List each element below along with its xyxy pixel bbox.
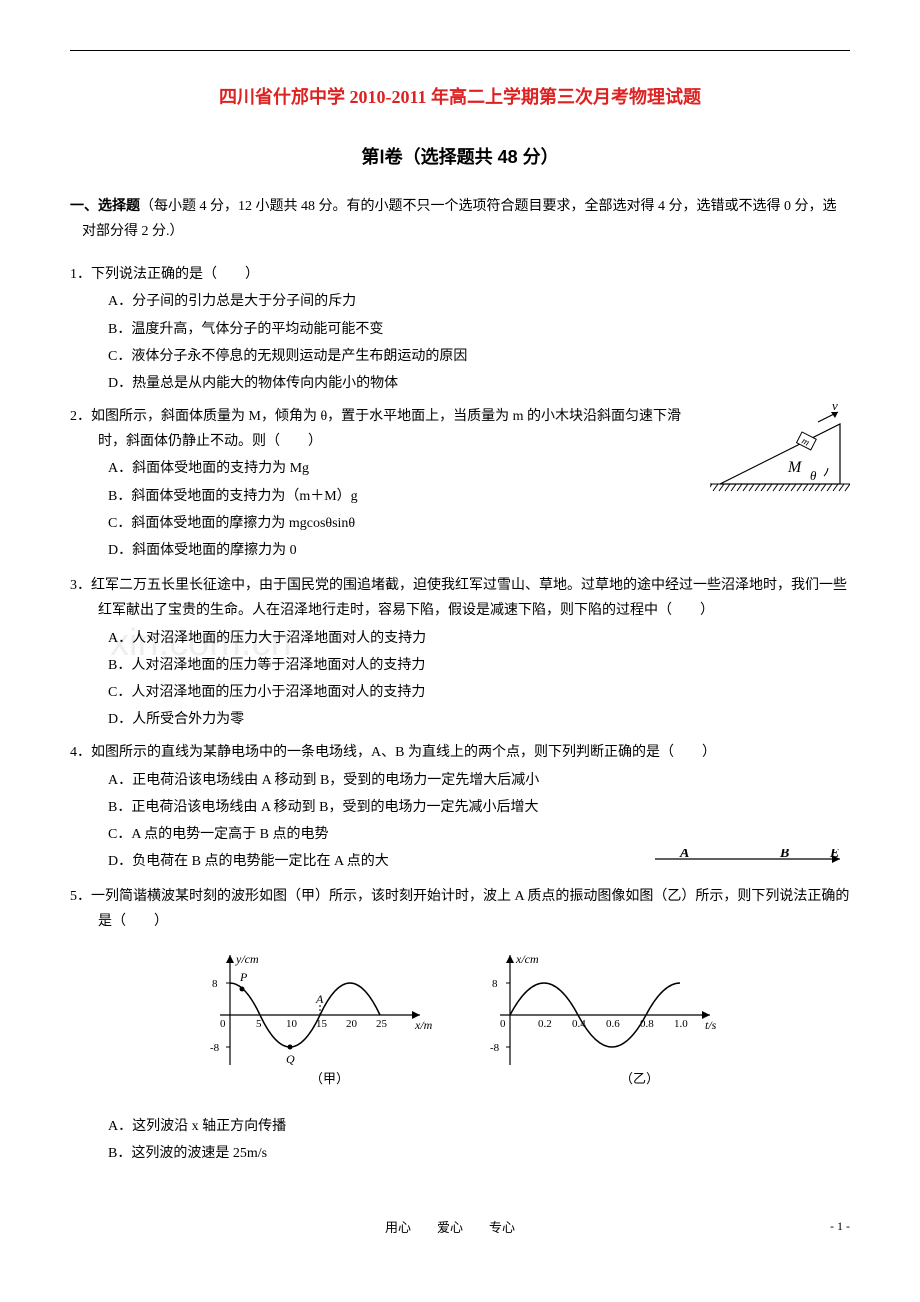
question-stem: 5．一列简谐横波某时刻的波形如图（甲）所示，该时刻开始计时，波上 A 质点的振动… xyxy=(70,884,850,934)
footer: 用心 爱心 专心 - 1 - xyxy=(70,1216,850,1239)
A-label: A xyxy=(315,992,324,1006)
xt4: 20 xyxy=(346,1018,358,1030)
Q-label: Q xyxy=(286,1052,295,1066)
v-label: v xyxy=(832,404,838,413)
q-num: 4． xyxy=(70,745,91,760)
fieldline-diagram: A B E xyxy=(650,849,850,878)
question-2: M θ m v 2．如图所示，斜面体质量为 M，倾角为 θ，置于水平地面上，当质… xyxy=(70,404,850,565)
q-body: 如图所示，斜面体质量为 M，倾角为 θ，置于水平地面上，当质量为 m 的小木块沿… xyxy=(91,409,681,449)
option-b: B．温度升高，气体分子的平均动能可能不变 xyxy=(108,317,850,342)
question-stem: 3．红军二万五长里长征途中，由于国民党的围追堵截，迫使我红军过雪山、草地。过草地… xyxy=(70,573,850,623)
q-body: 一列简谐横波某时刻的波形如图（甲）所示，该时刻开始计时，波上 A 质点的振动图像… xyxy=(91,889,849,929)
instructions-text: （每小题 4 分，12 小题共 48 分。有的小题不只一个选项符合题目要求，全部… xyxy=(82,199,837,239)
exam-title: 四川省什邡中学 2010-2011 年高二上学期第三次月考物理试题 xyxy=(70,81,850,113)
page-number: - 1 - xyxy=(830,1216,850,1238)
ytick-m8r: -8 xyxy=(490,1042,500,1054)
instructions-label: 一、选择题 xyxy=(70,199,140,214)
option-d: D．人所受合外力为零 xyxy=(108,707,850,732)
origin-0: 0 xyxy=(220,1018,226,1030)
rxt2: 0.4 xyxy=(572,1018,586,1030)
option-d: D．负电荷在 B 点的电势能一定比在 A 点的大 xyxy=(108,854,389,869)
M-label: M xyxy=(787,459,803,476)
option-b: B．正电荷沿该电场线由 A 移动到 B，受到的电场力一定先减小后增大 xyxy=(108,795,850,820)
option-a: A．这列波沿 x 轴正方向传播 xyxy=(108,1114,850,1139)
caption-right: （乙） xyxy=(620,1071,659,1086)
option-d: D．斜面体受地面的摩擦力为 0 xyxy=(108,538,850,563)
question-1: 1．下列说法正确的是（ ） A．分子间的引力总是大于分子间的斥力 B．温度升高，… xyxy=(70,262,850,396)
rxt1: 0.2 xyxy=(538,1018,552,1030)
ytick-8: 8 xyxy=(212,978,218,990)
question-4: 4．如图所示的直线为某静电场中的一条电场线，A、B 为直线上的两个点，则下列判断… xyxy=(70,740,850,876)
option-d: D．热量总是从内能大的物体传向内能小的物体 xyxy=(108,371,850,396)
q-num: 2． xyxy=(70,409,91,424)
E-label: E xyxy=(829,849,839,861)
option-b: B．人对沼泽地面的压力等于沼泽地面对人的支持力 xyxy=(108,653,850,678)
ytick-m8: -8 xyxy=(210,1042,220,1054)
caption-left: （甲） xyxy=(310,1071,349,1086)
option-c: C．斜面体受地面的摩擦力为 mgcosθsinθ xyxy=(108,511,850,536)
section-heading: 第Ⅰ卷（选择题共 48 分） xyxy=(70,141,850,173)
B-label: B xyxy=(779,849,789,861)
question-5: 5．一列简谐横波某时刻的波形如图（甲）所示，该时刻开始计时，波上 A 质点的振动… xyxy=(70,884,850,1166)
question-stem: 4．如图所示的直线为某静电场中的一条电场线，A、B 为直线上的两个点，则下列判断… xyxy=(70,740,850,765)
ytick-8r: 8 xyxy=(492,978,498,990)
xlabel-right: t/s xyxy=(705,1018,717,1032)
ylabel-left: y/cm xyxy=(235,952,259,966)
q-body: 红军二万五长里长征途中，由于国民党的围追堵截，迫使我红军过雪山、草地。过草地的途… xyxy=(91,578,847,618)
top-rule xyxy=(70,50,850,51)
wave-diagrams: y/cm x/m 8 -8 0 5 10 15 20 25 P Q A （甲） xyxy=(70,945,850,1104)
rxt3: 0.6 xyxy=(606,1018,620,1030)
xlabel-left: x/m xyxy=(414,1018,433,1032)
q-body: 如图所示的直线为某静电场中的一条电场线，A、B 为直线上的两个点，则下列判断正确… xyxy=(91,745,716,760)
A-label: A xyxy=(679,849,689,861)
options: A．正电荷沿该电场线由 A 移动到 B，受到的电场力一定先增大后减小 B．正电荷… xyxy=(70,768,850,875)
theta-label: θ xyxy=(810,468,817,483)
incline-diagram: M θ m v xyxy=(710,404,850,508)
option-c: C．液体分子永不停息的无规则运动是产生布朗运动的原因 xyxy=(108,344,850,369)
xt2: 10 xyxy=(286,1018,298,1030)
xt5: 25 xyxy=(376,1018,388,1030)
rxt5: 1.0 xyxy=(674,1018,688,1030)
option-a: A．分子间的引力总是大于分子间的斥力 xyxy=(108,289,850,314)
rxt4: 0.8 xyxy=(640,1018,654,1030)
footer-text: 用心 爱心 专心 xyxy=(385,1220,515,1235)
xt1: 5 xyxy=(256,1018,262,1030)
option-c: C．人对沼泽地面的压力小于沼泽地面对人的支持力 xyxy=(108,680,850,705)
P-label: P xyxy=(239,970,248,984)
instructions: 一、选择题（每小题 4 分，12 小题共 48 分。有的小题不只一个选项符合题目… xyxy=(70,194,850,244)
question-3: xin.com.cn 3．红军二万五长里长征途中，由于国民党的围追堵截，迫使我红… xyxy=(70,573,850,732)
option-a: A．正电荷沿该电场线由 A 移动到 B，受到的电场力一定先增大后减小 xyxy=(108,768,850,793)
q-num: 3． xyxy=(70,578,91,593)
q-num: 5． xyxy=(70,889,91,904)
q-num: 1． xyxy=(70,267,91,282)
options: A．人对沼泽地面的压力大于沼泽地面对人的支持力 B．人对沼泽地面的压力等于沼泽地… xyxy=(70,626,850,733)
option-b: B．这列波的波速是 25m/s xyxy=(108,1141,850,1166)
options: A．这列波沿 x 轴正方向传播 B．这列波的波速是 25m/s xyxy=(70,1114,850,1166)
q-body: 下列说法正确的是（ ） xyxy=(91,267,259,282)
option-c: C．A 点的电势一定高于 B 点的电势 xyxy=(108,822,850,847)
ylabel-right: x/cm xyxy=(515,952,539,966)
origin-0r: 0 xyxy=(500,1018,506,1030)
question-stem: 1．下列说法正确的是（ ） xyxy=(70,262,850,287)
options: A．分子间的引力总是大于分子间的斥力 B．温度升高，气体分子的平均动能可能不变 … xyxy=(70,289,850,396)
option-a: A．人对沼泽地面的压力大于沼泽地面对人的支持力 xyxy=(108,626,850,651)
